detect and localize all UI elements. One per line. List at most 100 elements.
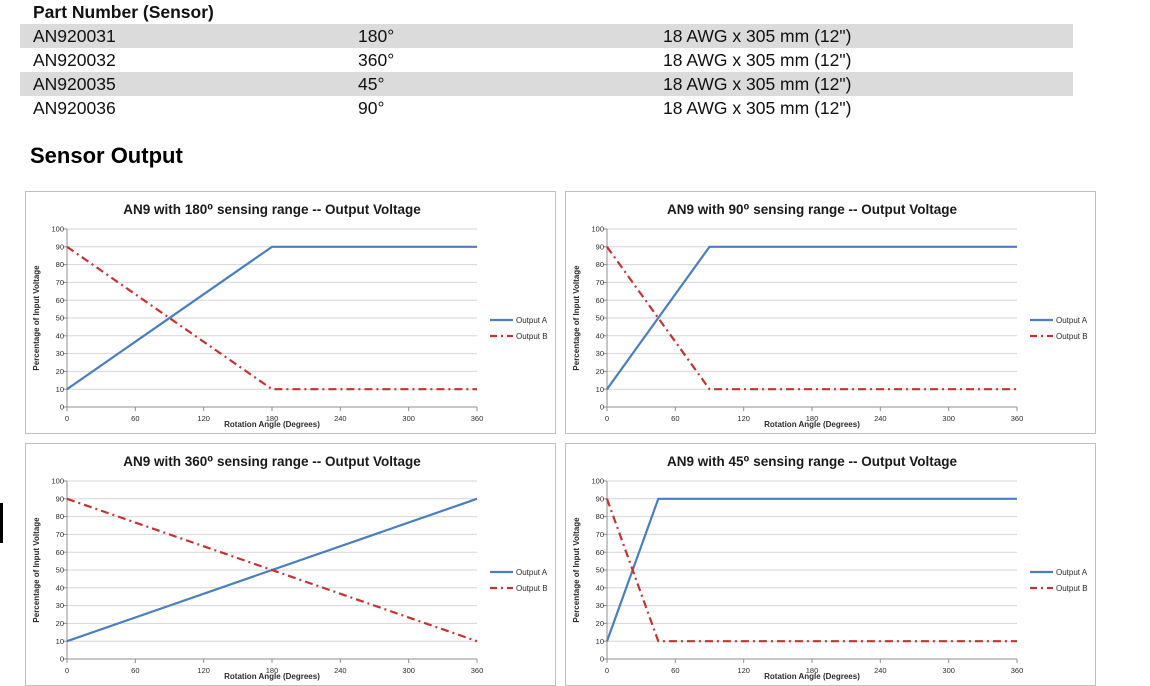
x-tick-label: 120 bbox=[197, 666, 210, 675]
part-number-cell: AN920032 bbox=[33, 50, 116, 70]
y-tick-label: 50 bbox=[596, 314, 604, 323]
sensing-angle-cell: 180° bbox=[358, 26, 395, 46]
y-tick-label: 40 bbox=[56, 583, 64, 592]
y-tick-label: 50 bbox=[56, 314, 64, 323]
table-row: AN920036 90° 18 AWG x 305 mm (12") bbox=[20, 96, 1073, 120]
y-tick-label: 10 bbox=[596, 637, 604, 646]
chart-title: AN9 with 90⁰ sensing range -- Output Vol… bbox=[667, 202, 957, 217]
x-tick-label: 0 bbox=[65, 414, 69, 423]
x-tick-label: 60 bbox=[131, 414, 139, 423]
y-tick-label: 30 bbox=[596, 349, 604, 358]
legend-label: Output B bbox=[1056, 584, 1088, 593]
y-tick-label: 90 bbox=[56, 242, 64, 251]
part-number-cell: AN920035 bbox=[33, 74, 116, 94]
x-tick-label: 240 bbox=[334, 666, 347, 675]
y-tick-label: 100 bbox=[591, 477, 604, 486]
y-tick-label: 0 bbox=[600, 655, 604, 664]
y-axis-title: Percentage of Input Voltage bbox=[32, 517, 41, 623]
x-tick-label: 0 bbox=[605, 666, 609, 675]
y-tick-label: 80 bbox=[56, 512, 64, 521]
x-tick-label: 120 bbox=[737, 414, 750, 423]
x-tick-label: 180 bbox=[266, 414, 279, 423]
y-tick-label: 30 bbox=[596, 601, 604, 610]
y-tick-label: 100 bbox=[51, 477, 64, 486]
x-tick-label: 360 bbox=[471, 414, 484, 423]
part-number-table: Part Number (Sensor) AN920031 180° 18 AW… bbox=[20, 0, 1073, 120]
y-tick-label: 60 bbox=[596, 548, 604, 557]
y-tick-label: 0 bbox=[60, 655, 64, 664]
x-tick-label: 120 bbox=[197, 414, 210, 423]
x-tick-label: 300 bbox=[942, 666, 955, 675]
x-tick-label: 360 bbox=[1011, 666, 1024, 675]
y-tick-label: 0 bbox=[600, 403, 604, 412]
x-axis-title: Rotation Angle (Degrees) bbox=[224, 420, 320, 429]
cable-spec-cell: 18 AWG x 305 mm (12") bbox=[663, 98, 852, 118]
series-line bbox=[66, 245, 477, 391]
y-axis-title: Percentage of Input Voltage bbox=[32, 265, 41, 371]
cable-spec-cell: 18 AWG x 305 mm (12") bbox=[663, 74, 852, 94]
y-tick-label: 70 bbox=[56, 278, 64, 287]
sensing-angle-cell: 90° bbox=[358, 98, 385, 118]
y-tick-label: 60 bbox=[596, 296, 604, 305]
chart-360deg-output-voltage: 0 10 20 30 40 50 60 70 80 90 100 0 60 120 180 240 300 360… bbox=[25, 443, 556, 686]
x-axis-title: Rotation Angle (Degrees) bbox=[764, 420, 860, 429]
y-tick-label: 90 bbox=[596, 242, 604, 251]
x-tick-label: 360 bbox=[471, 666, 484, 675]
y-tick-label: 60 bbox=[56, 548, 64, 557]
x-tick-label: 180 bbox=[806, 414, 819, 423]
table-row: AN920035 45° 18 AWG x 305 mm (12") bbox=[20, 72, 1073, 96]
y-tick-label: 40 bbox=[596, 331, 604, 340]
x-tick-label: 60 bbox=[671, 414, 679, 423]
y-tick-label: 70 bbox=[56, 530, 64, 539]
x-tick-label: 300 bbox=[942, 414, 955, 423]
sensing-angle-cell: 360° bbox=[358, 50, 395, 70]
chart-title: AN9 with 360⁰ sensing range -- Output Vo… bbox=[123, 454, 421, 469]
table-row: AN920031 180° 18 AWG x 305 mm (12") bbox=[20, 24, 1073, 48]
y-tick-label: 80 bbox=[596, 512, 604, 521]
y-tick-label: 60 bbox=[56, 296, 64, 305]
y-tick-label: 10 bbox=[56, 637, 64, 646]
x-tick-label: 240 bbox=[874, 666, 887, 675]
legend-label: Output A bbox=[516, 316, 548, 325]
chart-180deg-output-voltage: 0 10 20 30 40 50 60 70 80 90 100 0 60 120 180 240 300 360… bbox=[25, 191, 556, 434]
y-tick-label: 100 bbox=[591, 225, 604, 234]
y-tick-label: 30 bbox=[56, 601, 64, 610]
y-tick-label: 90 bbox=[56, 494, 64, 503]
x-tick-label: 0 bbox=[605, 414, 609, 423]
legend-label: Output A bbox=[1056, 316, 1088, 325]
x-tick-label: 60 bbox=[131, 666, 139, 675]
y-tick-label: 30 bbox=[56, 349, 64, 358]
y-tick-label: 70 bbox=[596, 278, 604, 287]
y-tick-label: 80 bbox=[56, 260, 64, 269]
y-tick-label: 20 bbox=[56, 367, 64, 376]
legend-label: Output B bbox=[1056, 332, 1088, 341]
cable-spec-cell: 18 AWG x 305 mm (12") bbox=[663, 50, 852, 70]
x-tick-label: 360 bbox=[1011, 414, 1024, 423]
y-tick-label: 10 bbox=[596, 385, 604, 394]
y-tick-label: 10 bbox=[56, 385, 64, 394]
part-number-cell: AN920036 bbox=[33, 98, 116, 118]
y-tick-label: 50 bbox=[596, 566, 604, 575]
x-tick-label: 0 bbox=[65, 666, 69, 675]
chart-45deg-output-voltage: 0 10 20 30 40 50 60 70 80 90 100 0 60 120 180 240 300 360… bbox=[565, 443, 1096, 686]
y-tick-label: 80 bbox=[596, 260, 604, 269]
x-axis-title: Rotation Angle (Degrees) bbox=[224, 672, 320, 681]
table-header: Part Number (Sensor) bbox=[33, 2, 214, 22]
x-tick-label: 300 bbox=[402, 414, 415, 423]
table-row: AN920032 360° 18 AWG x 305 mm (12") bbox=[20, 48, 1073, 72]
legend-label: Output A bbox=[1056, 568, 1088, 577]
x-axis-title: Rotation Angle (Degrees) bbox=[764, 672, 860, 681]
section-title: Sensor Output bbox=[30, 143, 183, 168]
y-tick-label: 20 bbox=[56, 619, 64, 628]
chart-title: AN9 with 180⁰ sensing range -- Output Vo… bbox=[123, 202, 421, 217]
x-tick-label: 60 bbox=[671, 666, 679, 675]
y-tick-label: 20 bbox=[596, 367, 604, 376]
y-tick-label: 0 bbox=[60, 403, 64, 412]
x-tick-label: 120 bbox=[737, 666, 750, 675]
chart-title: AN9 with 45⁰ sensing range -- Output Vol… bbox=[667, 454, 957, 469]
y-tick-label: 20 bbox=[596, 619, 604, 628]
